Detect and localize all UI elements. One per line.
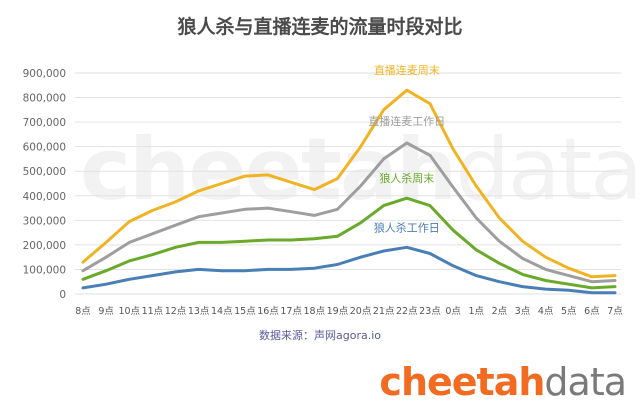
grid-lines bbox=[75, 72, 621, 295]
x-tick-label: 0点 bbox=[445, 306, 461, 317]
series-line bbox=[81, 245, 617, 295]
x-tick-label: 4点 bbox=[538, 306, 554, 317]
y-tick-label: 600,000 bbox=[23, 142, 66, 154]
x-tick-label: 22点 bbox=[396, 306, 418, 317]
series-lines bbox=[81, 88, 617, 295]
x-tick-label: 5点 bbox=[561, 306, 577, 317]
x-tick-label: 3点 bbox=[515, 306, 531, 317]
x-tick-label: 7点 bbox=[607, 306, 623, 317]
y-tick-label: 100,000 bbox=[23, 264, 66, 276]
series-label: 狼人杀工作日 bbox=[374, 220, 440, 234]
y-axis-ticks: 0 100,000 200,000 300,000 400,000 500,000 600,… bbox=[23, 68, 66, 301]
x-tick-label: 11点 bbox=[142, 306, 164, 317]
x-tick-label: 21点 bbox=[373, 306, 395, 317]
brand-logo: cheetahdata bbox=[379, 360, 627, 404]
x-tick-label: 6点 bbox=[584, 306, 600, 317]
x-tick-label: 1点 bbox=[468, 306, 484, 317]
y-tick-label: 300,000 bbox=[23, 215, 66, 227]
y-tick-label: 700,000 bbox=[23, 117, 66, 129]
y-tick-label: 800,000 bbox=[23, 93, 66, 105]
y-tick-label: 0 bbox=[59, 289, 66, 301]
x-tick-label: 9点 bbox=[98, 306, 114, 317]
x-tick-label: 8点 bbox=[75, 306, 91, 317]
y-tick-label: 500,000 bbox=[23, 166, 66, 178]
x-tick-label: 20点 bbox=[350, 306, 372, 317]
chart-title: 狼人杀与直播连麦的流量时段对比 bbox=[177, 16, 463, 38]
y-tick-label: 200,000 bbox=[23, 240, 66, 252]
y-tick-label: 900,000 bbox=[23, 68, 66, 80]
series-line bbox=[81, 196, 617, 290]
series-line bbox=[81, 88, 617, 279]
series-label: 直播连麦周末 bbox=[374, 63, 440, 77]
x-tick-label: 18点 bbox=[304, 306, 326, 317]
line-chart: 0 100,000 200,000 300,000 400,000 500,000 600,… bbox=[23, 63, 624, 317]
y-tick-label: 400,000 bbox=[23, 191, 66, 203]
x-tick-label: 23点 bbox=[419, 306, 441, 317]
x-tick-label: 16点 bbox=[257, 306, 279, 317]
x-tick-label: 13点 bbox=[188, 306, 210, 317]
x-tick-label: 2点 bbox=[492, 306, 508, 317]
x-tick-label: 19点 bbox=[327, 306, 349, 317]
series-label: 直播连麦工作日 bbox=[368, 114, 445, 128]
x-tick-label: 12点 bbox=[165, 306, 187, 317]
series-line bbox=[81, 141, 617, 284]
x-tick-label: 10点 bbox=[118, 306, 140, 317]
x-tick-label: 17点 bbox=[280, 306, 302, 317]
data-source-note: 数据来源：声网agora.io bbox=[259, 329, 381, 342]
x-axis-ticks: 8点 9点 10点 11点 12点 13点 14点 15点 16点 17点 18点 19点 20点 21点… bbox=[75, 306, 623, 317]
x-tick-label: 15点 bbox=[234, 306, 256, 317]
x-tick-label: 14点 bbox=[211, 306, 233, 317]
series-label: 狼人杀周末 bbox=[379, 171, 434, 185]
